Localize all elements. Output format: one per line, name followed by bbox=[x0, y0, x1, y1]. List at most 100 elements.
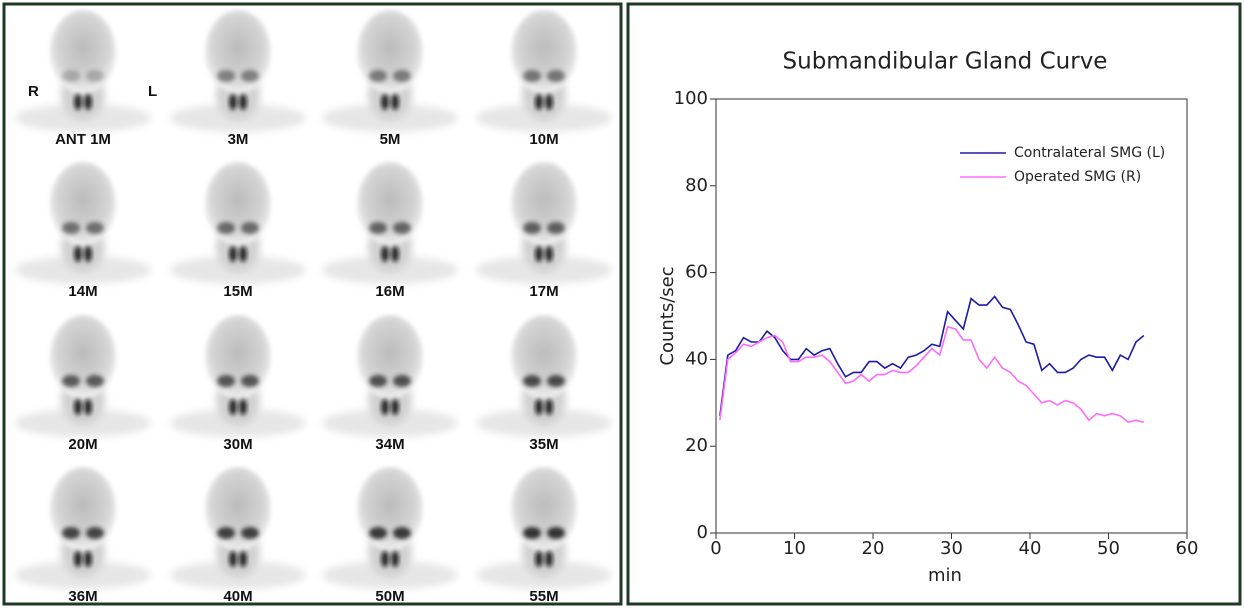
scan-label: 3M bbox=[228, 131, 249, 148]
scan-gland bbox=[86, 527, 104, 539]
x-tick-label: 60 bbox=[1176, 538, 1199, 559]
scan-image bbox=[476, 10, 612, 132]
y-tick-label: 0 bbox=[697, 522, 708, 543]
scan-gland bbox=[217, 222, 235, 234]
scan-gland bbox=[62, 375, 80, 387]
scan-gland bbox=[369, 222, 387, 234]
scan-gland bbox=[547, 70, 565, 82]
scan-head bbox=[50, 467, 116, 551]
scan-gland bbox=[217, 70, 235, 82]
scan-head bbox=[205, 162, 271, 246]
scan-thyroid bbox=[391, 94, 399, 110]
scan-gland bbox=[369, 375, 387, 387]
x-axis-label: min bbox=[928, 565, 962, 586]
scan-thyroid bbox=[74, 94, 82, 110]
scan-thyroid bbox=[229, 94, 237, 110]
scan-gland bbox=[523, 375, 541, 387]
scan-gland bbox=[393, 222, 411, 234]
legend-label: Operated SMG (R) bbox=[1014, 169, 1141, 185]
scan-head bbox=[50, 162, 116, 246]
scan-image bbox=[15, 162, 151, 284]
scan-label: ANT 1M bbox=[55, 131, 111, 148]
scan-thyroid bbox=[239, 551, 247, 567]
scan-gland bbox=[86, 222, 104, 234]
scan-gland bbox=[547, 222, 565, 234]
chart: Submandibular Gland Curve min Counts/sec… bbox=[657, 49, 1198, 587]
scan-gland bbox=[86, 375, 104, 387]
scan-head bbox=[357, 162, 423, 246]
scan-label: 10M bbox=[529, 131, 558, 148]
scan-thyroid bbox=[239, 94, 247, 110]
scan-gland bbox=[241, 375, 259, 387]
scan-image bbox=[170, 162, 306, 284]
scan-thyroid bbox=[545, 551, 553, 567]
scan-gland bbox=[523, 222, 541, 234]
scan-thyroid bbox=[535, 246, 543, 262]
scan-thyroid bbox=[535, 399, 543, 415]
scan-label: 35M bbox=[529, 436, 558, 453]
scan-gland bbox=[241, 70, 259, 82]
scan-head bbox=[205, 467, 271, 551]
scan-head bbox=[357, 315, 423, 399]
side-label: L bbox=[148, 83, 157, 100]
scan-gland bbox=[86, 70, 104, 82]
scan-image bbox=[322, 315, 458, 437]
scan-gland bbox=[217, 375, 235, 387]
x-tick-label: 30 bbox=[940, 538, 963, 559]
scan-thyroid bbox=[229, 246, 237, 262]
y-tick-label: 20 bbox=[685, 435, 708, 456]
scan-head bbox=[357, 467, 423, 551]
x-tick-label: 50 bbox=[1097, 538, 1120, 559]
legend-label: Contralateral SMG (L) bbox=[1014, 145, 1165, 161]
series-line bbox=[719, 325, 1145, 424]
scan-thyroid bbox=[391, 246, 399, 262]
scan-head bbox=[50, 315, 116, 399]
scan-gland bbox=[62, 70, 80, 82]
y-axis-label: Counts/sec bbox=[657, 266, 678, 365]
scan-gland bbox=[62, 527, 80, 539]
scan-image bbox=[322, 162, 458, 284]
scan-thyroid bbox=[239, 399, 247, 415]
scan-head bbox=[511, 10, 577, 94]
scan-gland bbox=[523, 527, 541, 539]
scan-gland bbox=[547, 375, 565, 387]
scan-gland bbox=[393, 70, 411, 82]
scan-image bbox=[322, 10, 458, 132]
y-tick-label: 60 bbox=[685, 262, 708, 283]
scan-gland bbox=[217, 527, 235, 539]
scan-label: 40M bbox=[223, 588, 252, 605]
scan-thyroid bbox=[84, 551, 92, 567]
scan-image bbox=[170, 10, 306, 132]
scan-thyroid bbox=[84, 246, 92, 262]
scan-gland bbox=[369, 527, 387, 539]
scan-gland bbox=[369, 70, 387, 82]
scan-thyroid bbox=[239, 246, 247, 262]
scan-gland bbox=[241, 222, 259, 234]
scan-gland bbox=[547, 527, 565, 539]
chart-title: Submandibular Gland Curve bbox=[783, 49, 1108, 75]
scan-thyroid bbox=[535, 94, 543, 110]
scan-thyroid bbox=[381, 551, 389, 567]
scan-head bbox=[205, 315, 271, 399]
y-tick-label: 100 bbox=[674, 88, 708, 109]
scan-label: 15M bbox=[223, 283, 252, 300]
y-tick-label: 80 bbox=[685, 175, 708, 196]
scan-label: 50M bbox=[375, 588, 404, 605]
scan-label: 17M bbox=[529, 283, 558, 300]
scan-image bbox=[476, 315, 612, 437]
scan-thyroid bbox=[84, 399, 92, 415]
side-label: R bbox=[28, 83, 39, 100]
scan-head bbox=[357, 10, 423, 94]
scan-thyroid bbox=[74, 551, 82, 567]
scan-thyroid bbox=[229, 399, 237, 415]
scan-head bbox=[511, 467, 577, 551]
scan-label: 16M bbox=[375, 283, 404, 300]
scan-thyroid bbox=[381, 399, 389, 415]
scan-grid: ANT 1M 3M 5M 10M 14M 15M 16M 17M 20M 30M 34M 35M 36M… bbox=[15, 10, 612, 605]
scan-thyroid bbox=[74, 399, 82, 415]
scan-gland bbox=[393, 527, 411, 539]
scan-image bbox=[322, 467, 458, 589]
scan-head bbox=[511, 162, 577, 246]
